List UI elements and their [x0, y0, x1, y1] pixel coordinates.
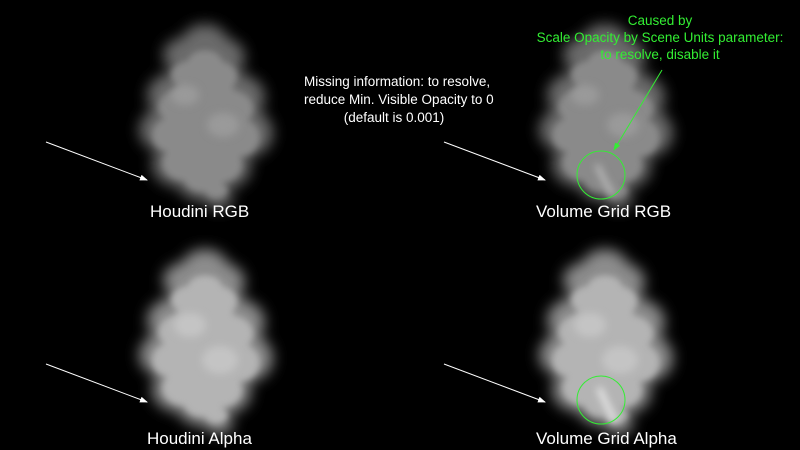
green-note-line-1: Caused by [627, 13, 693, 28]
smoke-houdini-rgb [139, 24, 273, 209]
green-circle-rgb [576, 150, 626, 200]
arrow-volume-grid-alpha [443, 363, 546, 403]
arrow-volume-grid-rgb [443, 141, 546, 181]
green-circle-alpha [576, 375, 626, 425]
arrow-houdini-rgb [45, 141, 148, 181]
note-line-1: Missing information: to resolve, [304, 74, 491, 89]
green-note-line-2: Scale Opacity by Scene Units parameter: [536, 30, 784, 45]
note-line-3: (default is 0.001) [343, 110, 445, 125]
note-line-2: reduce Min. Visible Opacity to 0 [304, 92, 494, 107]
note-caused-by: Caused by Scale Opacity by Scene Units p… [510, 12, 800, 63]
green-arrow [613, 69, 663, 151]
caption-volume-grid-rgb: Volume Grid RGB [536, 202, 672, 221]
green-note-line-3: to resolve, disable it [600, 47, 720, 62]
arrow-houdini-alpha [45, 363, 148, 403]
note-missing-information: Missing information: to resolve, reduce … [304, 73, 494, 127]
caption-volume-grid-alpha: Volume Grid Alpha [536, 429, 677, 448]
smoke-volume-grid-alpha [539, 249, 673, 434]
smoke-houdini-alpha [139, 249, 273, 434]
caption-houdini-rgb: Houdini RGB [150, 202, 250, 221]
smoke-volume-grid-rgb [539, 24, 673, 209]
caption-houdini-alpha: Houdini Alpha [147, 429, 252, 448]
